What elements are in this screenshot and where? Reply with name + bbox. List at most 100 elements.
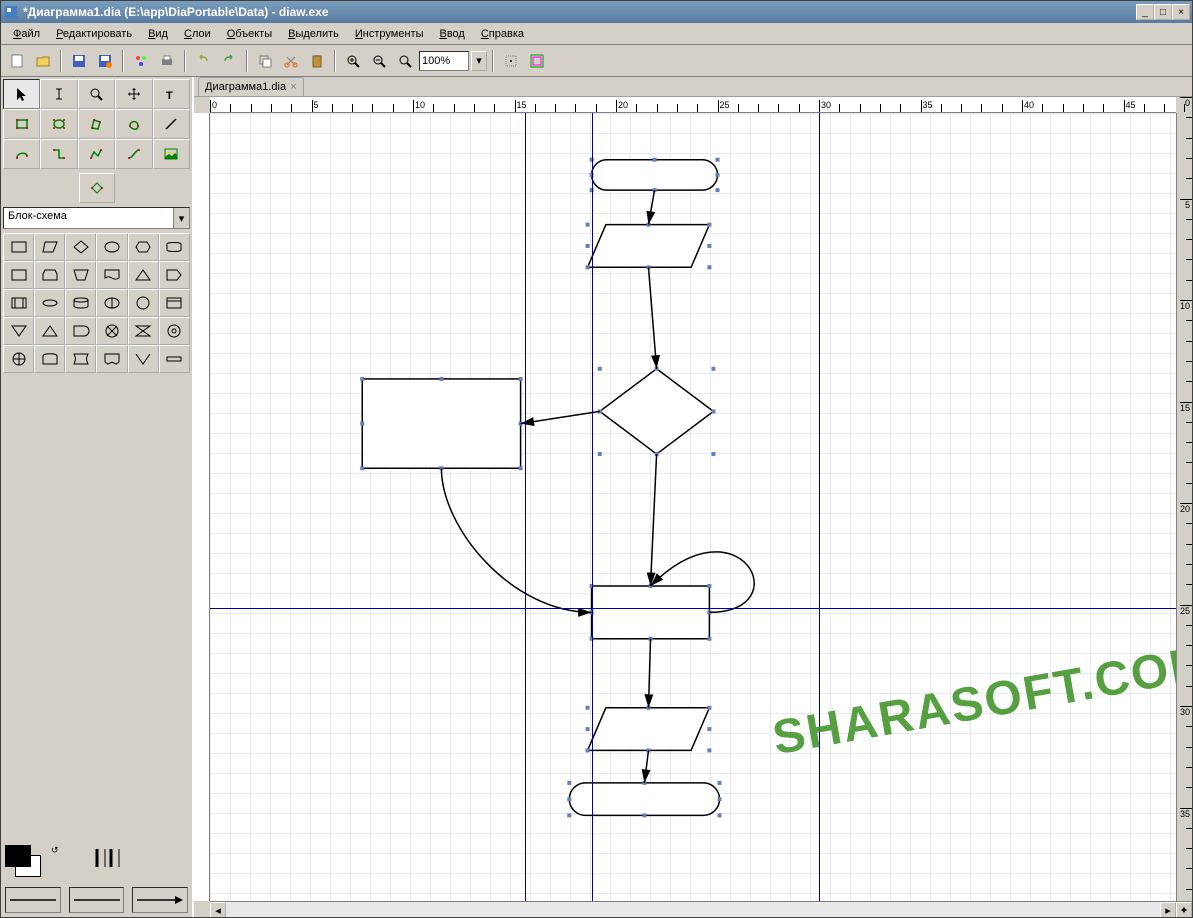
- menu-справка[interactable]: Справка: [473, 26, 532, 42]
- tool-image[interactable]: [153, 139, 190, 169]
- tool-box[interactable]: [3, 109, 40, 139]
- save-as-button[interactable]: [93, 49, 117, 73]
- flowchart-node-decision[interactable]: [600, 369, 714, 454]
- flowchart-edge[interactable]: [644, 750, 648, 782]
- tool-polygon[interactable]: [78, 109, 115, 139]
- zoom-out-button[interactable]: [367, 49, 391, 73]
- new-file-button[interactable]: [5, 49, 29, 73]
- guide-horizontal[interactable]: [210, 608, 1176, 609]
- flowchart-shape-3[interactable]: [96, 233, 127, 261]
- flowchart-shape-12[interactable]: [3, 289, 34, 317]
- flowchart-shape-26[interactable]: [65, 345, 96, 373]
- arrow-start-selector[interactable]: [69, 887, 125, 913]
- flowchart-shape-13[interactable]: [34, 289, 65, 317]
- flowchart-shape-24[interactable]: [3, 345, 34, 373]
- paste-button[interactable]: [305, 49, 329, 73]
- flowchart-shape-29[interactable]: [159, 345, 190, 373]
- tool-text-edit[interactable]: [40, 79, 77, 109]
- canvas[interactable]: SHARASOFT.COM: [210, 113, 1176, 901]
- flowchart-shape-18[interactable]: [3, 317, 34, 345]
- tool-scroll[interactable]: [115, 79, 152, 109]
- flowchart-shape-19[interactable]: [34, 317, 65, 345]
- tool-zigzag[interactable]: [40, 139, 77, 169]
- open-file-button[interactable]: [31, 49, 55, 73]
- nav-corner-button[interactable]: ✦: [1176, 902, 1192, 917]
- flowchart-node-proc2[interactable]: [592, 586, 710, 639]
- flowchart-shape-7[interactable]: [34, 261, 65, 289]
- scrollbar-horizontal[interactable]: ◂ ▸ ✦: [210, 901, 1192, 917]
- maximize-button[interactable]: □: [1154, 4, 1172, 20]
- scroll-right-button[interactable]: ▸: [1160, 902, 1176, 917]
- flowchart-shape-17[interactable]: [159, 289, 190, 317]
- document-tab[interactable]: Диаграмма1.dia ×: [198, 77, 304, 96]
- ruler-vertical[interactable]: 05101520253035: [194, 113, 210, 901]
- cut-button[interactable]: [279, 49, 303, 73]
- tool-ellipse[interactable]: [40, 109, 77, 139]
- flowchart-shape-15[interactable]: [96, 289, 127, 317]
- zoom-dropdown[interactable]: ▾: [471, 51, 487, 71]
- zoom-in-button[interactable]: [341, 49, 365, 73]
- flowchart-node-start[interactable]: [592, 160, 718, 190]
- flowchart-edge[interactable]: [441, 468, 591, 612]
- flowchart-shape-5[interactable]: [159, 233, 190, 261]
- tool-pointer[interactable]: [3, 79, 40, 109]
- flowchart-shape-23[interactable]: [159, 317, 190, 345]
- tool-arc[interactable]: [3, 139, 40, 169]
- tool-text[interactable]: T: [153, 79, 190, 109]
- flowchart-node-output[interactable]: [588, 708, 710, 751]
- menu-объекты[interactable]: Объекты: [219, 26, 280, 42]
- menu-вид[interactable]: Вид: [140, 26, 176, 42]
- color-swatch[interactable]: ↺: [5, 845, 188, 881]
- snap-object-button[interactable]: [525, 49, 549, 73]
- flowchart-node-input[interactable]: [588, 225, 710, 268]
- flowchart-edge[interactable]: [651, 454, 657, 586]
- zoom-input[interactable]: [419, 51, 469, 71]
- menu-файл[interactable]: Файл: [5, 26, 48, 42]
- flowchart-shape-2[interactable]: [65, 233, 96, 261]
- menu-слои[interactable]: Слои: [176, 26, 219, 42]
- menu-выделить[interactable]: Выделить: [280, 26, 347, 42]
- flowchart-shape-9[interactable]: [96, 261, 127, 289]
- flowchart-shape-0[interactable]: [3, 233, 34, 261]
- tool-polyline[interactable]: [78, 139, 115, 169]
- print-button[interactable]: [155, 49, 179, 73]
- ruler-horizontal[interactable]: 051015202530354045: [210, 97, 1176, 113]
- guide-vertical[interactable]: [819, 113, 820, 901]
- tool-line[interactable]: [153, 109, 190, 139]
- flowchart-shape-14[interactable]: [65, 289, 96, 317]
- guide-vertical[interactable]: [592, 113, 593, 901]
- flowchart-shape-6[interactable]: [3, 261, 34, 289]
- flowchart-edge[interactable]: [521, 411, 600, 423]
- undo-button[interactable]: [191, 49, 215, 73]
- line-width-selector[interactable]: [5, 887, 61, 913]
- copy-button[interactable]: [253, 49, 277, 73]
- guide-vertical[interactable]: [525, 113, 526, 901]
- flowchart-edge[interactable]: [648, 267, 656, 369]
- snap-grid-button[interactable]: [499, 49, 523, 73]
- scroll-left-button[interactable]: ◂: [210, 902, 226, 917]
- flowchart-edge[interactable]: [648, 639, 650, 708]
- flowchart-shape-25[interactable]: [34, 345, 65, 373]
- export-button[interactable]: [129, 49, 153, 73]
- flowchart-shape-1[interactable]: [34, 233, 65, 261]
- flowchart-node-proc1[interactable]: [362, 379, 520, 468]
- line-pattern-icon[interactable]: [93, 845, 129, 871]
- minimize-button[interactable]: _: [1136, 4, 1154, 20]
- flowchart-edge[interactable]: [648, 190, 654, 225]
- arrow-end-selector[interactable]: [132, 887, 188, 913]
- tool-zoom[interactable]: [78, 79, 115, 109]
- redo-button[interactable]: [217, 49, 241, 73]
- flowchart-shape-16[interactable]: [128, 289, 159, 317]
- flowchart-shape-21[interactable]: [96, 317, 127, 345]
- shape-library-selector[interactable]: Блок-схема ▾: [3, 207, 190, 229]
- menu-инструменты[interactable]: Инструменты: [347, 26, 432, 42]
- flowchart-shape-11[interactable]: [159, 261, 190, 289]
- tool-outline[interactable]: [79, 173, 115, 203]
- fg-color-swatch[interactable]: [5, 845, 31, 867]
- save-button[interactable]: [67, 49, 91, 73]
- shape-library-dropdown[interactable]: ▾: [173, 208, 189, 228]
- zoom-fit-button[interactable]: [393, 49, 417, 73]
- tab-close-icon[interactable]: ×: [290, 81, 296, 93]
- menu-редактировать[interactable]: Редактировать: [48, 26, 140, 42]
- flowchart-shape-10[interactable]: [128, 261, 159, 289]
